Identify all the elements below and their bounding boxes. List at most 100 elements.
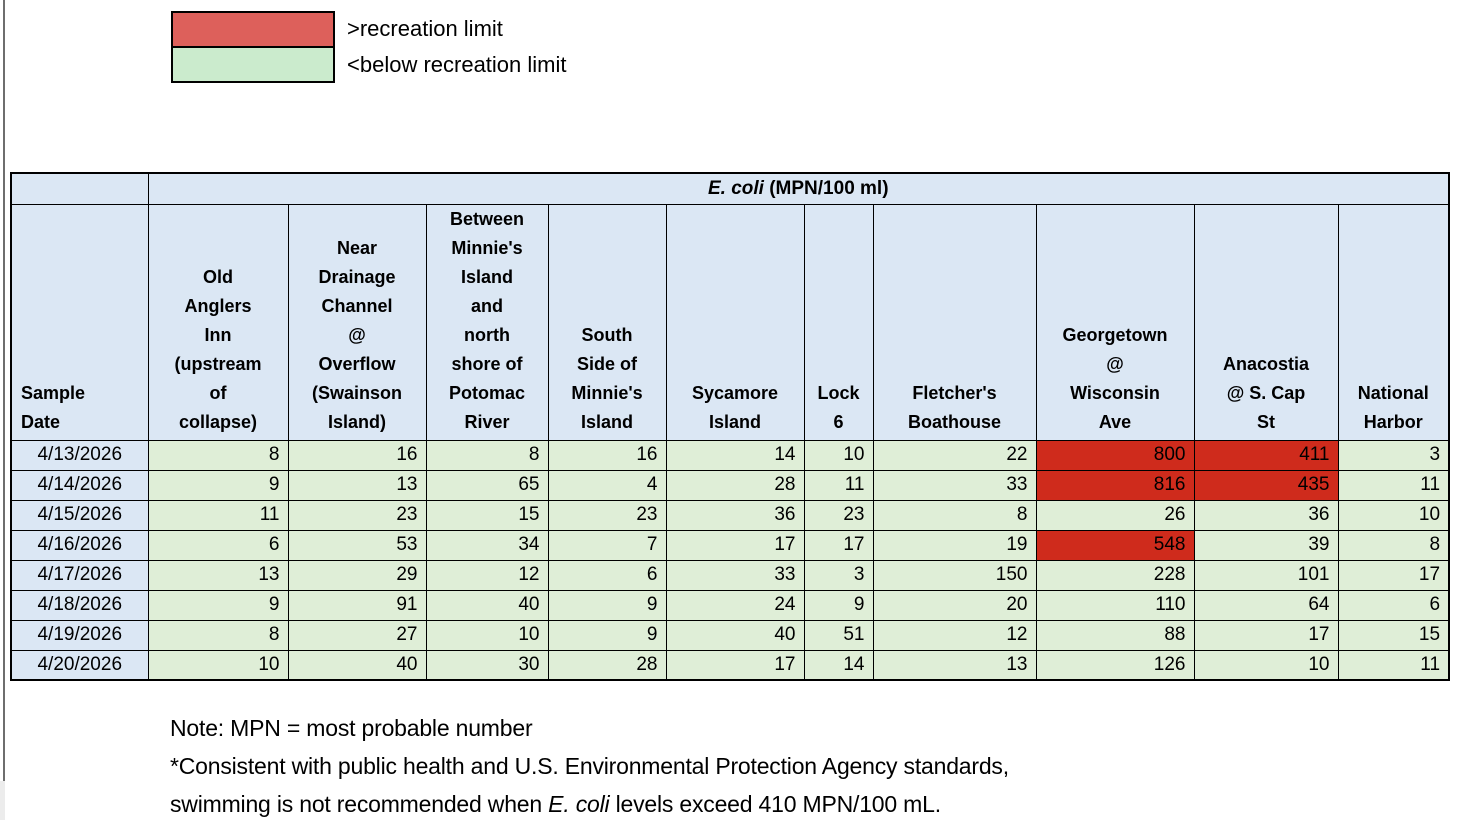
table-title-row: E. coli (MPN/100 ml): [10, 172, 1450, 205]
location-column-header: Fletcher's Boathouse: [872, 203, 1037, 441]
value-cell-above-limit: 411: [1193, 439, 1339, 471]
value-cell-below-limit: 16: [547, 439, 667, 471]
table-body: 4/13/2026 8 16 8 16 14 10 22 800 411 3 4/14/2026 9 13…: [10, 439, 1450, 681]
legend-labels: >recreation limit <below recreation limi…: [347, 11, 566, 83]
value-cell-below-limit: 10: [803, 439, 874, 471]
location-header-row: Sample Date Old Anglers Inn (upstream of…: [10, 203, 1450, 441]
value-cell-below-limit: 23: [547, 499, 667, 531]
value-cell-below-limit: 65: [425, 469, 549, 501]
legend-swatch-above-limit: [173, 13, 333, 48]
value-cell-below-limit: 14: [665, 439, 805, 471]
sample-date-cell: 4/18/2026: [10, 589, 149, 621]
value-cell-below-limit: 126: [1035, 649, 1195, 681]
table-title: E. coli (MPN/100 ml): [147, 172, 1450, 205]
value-cell-below-limit: 14: [803, 649, 874, 681]
value-cell-below-limit: 8: [147, 619, 289, 651]
location-column-header: Near Drainage Channel @ Overflow (Swains…: [287, 203, 427, 441]
value-cell-below-limit: 28: [547, 649, 667, 681]
value-cell-below-limit: 36: [1193, 499, 1339, 531]
value-cell-below-limit: 40: [665, 619, 805, 651]
value-cell-below-limit: 9: [547, 619, 667, 651]
location-column-header: Georgetown @ Wisconsin Ave: [1035, 203, 1195, 441]
location-column-header: Old Anglers Inn (upstream of collapse): [147, 203, 289, 441]
value-cell-below-limit: 3: [803, 559, 874, 591]
value-cell-below-limit: 13: [147, 559, 289, 591]
value-cell-below-limit: 10: [425, 619, 549, 651]
value-cell-below-limit: 91: [287, 589, 427, 621]
value-cell-below-limit: 8: [1337, 529, 1450, 561]
value-cell-below-limit: 9: [803, 589, 874, 621]
table-row: 4/20/2026 10 40 30 28 17 14 13 126 10 11: [10, 649, 1450, 681]
table-row: 4/18/2026 9 91 40 9 24 9 20 110 64 6: [10, 589, 1450, 621]
value-cell-below-limit: 110: [1035, 589, 1195, 621]
table-title-units: (MPN/100 ml): [763, 177, 889, 199]
footnote-swimming-post: levels exceed 410 MPN/100 mL.: [609, 791, 942, 817]
ecoli-data-table: E. coli (MPN/100 ml) Sample Date Old Ang…: [10, 172, 1451, 681]
location-column-header: Between Minnie's Island and north shore …: [425, 203, 549, 441]
value-cell-above-limit: 548: [1035, 529, 1195, 561]
location-column-header: Sycamore Island: [665, 203, 805, 441]
footnote-swimming-pre: swimming is not recommended when: [170, 791, 549, 817]
location-column-header: Anacostia @ S. Cap St: [1193, 203, 1339, 441]
value-cell-below-limit: 19: [872, 529, 1037, 561]
value-cell-below-limit: 10: [1337, 499, 1450, 531]
value-cell-above-limit: 435: [1193, 469, 1339, 501]
value-cell-below-limit: 11: [1337, 649, 1450, 681]
value-cell-below-limit: 11: [147, 499, 289, 531]
table-row: 4/14/2026 9 13 65 4 28 11 33 816 435 11: [10, 469, 1450, 501]
value-cell-below-limit: 26: [1035, 499, 1195, 531]
legend-label-below-limit: <below recreation limit: [347, 52, 567, 77]
sample-date-cell: 4/17/2026: [10, 559, 149, 591]
value-cell-below-limit: 17: [665, 529, 805, 561]
sample-date-cell: 4/15/2026: [10, 499, 149, 531]
value-cell-below-limit: 15: [1337, 619, 1450, 651]
value-cell-below-limit: 36: [665, 499, 805, 531]
value-cell-below-limit: 88: [1035, 619, 1195, 651]
sample-date-cell: 4/16/2026: [10, 529, 149, 561]
location-column-header: South Side of Minnie's Island: [547, 203, 667, 441]
value-cell-below-limit: 11: [803, 469, 874, 501]
value-cell-below-limit: 12: [425, 559, 549, 591]
value-cell-below-limit: 30: [425, 649, 549, 681]
footnote-swimming: swimming is not recommended when E. coli…: [170, 785, 1009, 820]
sample-date-cell: 4/13/2026: [10, 439, 149, 471]
value-cell-below-limit: 10: [147, 649, 289, 681]
value-cell-below-limit: 40: [425, 589, 549, 621]
corner-cell: [10, 172, 149, 205]
value-cell-below-limit: 20: [872, 589, 1037, 621]
value-cell-below-limit: 22: [872, 439, 1037, 471]
value-cell-below-limit: 6: [547, 559, 667, 591]
sample-date-header: Sample Date: [10, 203, 149, 441]
legend-label-above-limit: >recreation limit: [347, 16, 503, 41]
value-cell-below-limit: 10: [1193, 649, 1339, 681]
value-cell-below-limit: 15: [425, 499, 549, 531]
location-column-header: Lock 6: [803, 203, 874, 441]
footnote-epa: *Consistent with public health and U.S. …: [170, 753, 1009, 779]
value-cell-below-limit: 17: [1193, 619, 1339, 651]
sample-date-cell: 4/19/2026: [10, 619, 149, 651]
table-row: 4/13/2026 8 16 8 16 14 10 22 800 411 3: [10, 439, 1450, 471]
value-cell-below-limit: 7: [547, 529, 667, 561]
footnote-mpn: Note: MPN = most probable number: [170, 715, 533, 741]
legend-swatches: [171, 11, 335, 83]
value-cell-below-limit: 17: [1337, 559, 1450, 591]
footnotes: Note: MPN = most probable number *Consis…: [170, 709, 1009, 820]
value-cell-below-limit: 53: [287, 529, 427, 561]
value-cell-above-limit: 800: [1035, 439, 1195, 471]
value-cell-below-limit: 64: [1193, 589, 1339, 621]
value-cell-below-limit: 8: [872, 499, 1037, 531]
value-cell-below-limit: 28: [665, 469, 805, 501]
sheet-left-edge: [3, 0, 5, 781]
value-cell-below-limit: 23: [287, 499, 427, 531]
value-cell-below-limit: 33: [665, 559, 805, 591]
value-cell-below-limit: 17: [803, 529, 874, 561]
value-cell-below-limit: 6: [147, 529, 289, 561]
legend-swatch-below-limit: [173, 48, 333, 81]
value-cell-below-limit: 228: [1035, 559, 1195, 591]
value-cell-below-limit: 34: [425, 529, 549, 561]
value-cell-below-limit: 11: [1337, 469, 1450, 501]
value-cell-below-limit: 29: [287, 559, 427, 591]
location-column-header: National Harbor: [1337, 203, 1450, 441]
value-cell-below-limit: 24: [665, 589, 805, 621]
